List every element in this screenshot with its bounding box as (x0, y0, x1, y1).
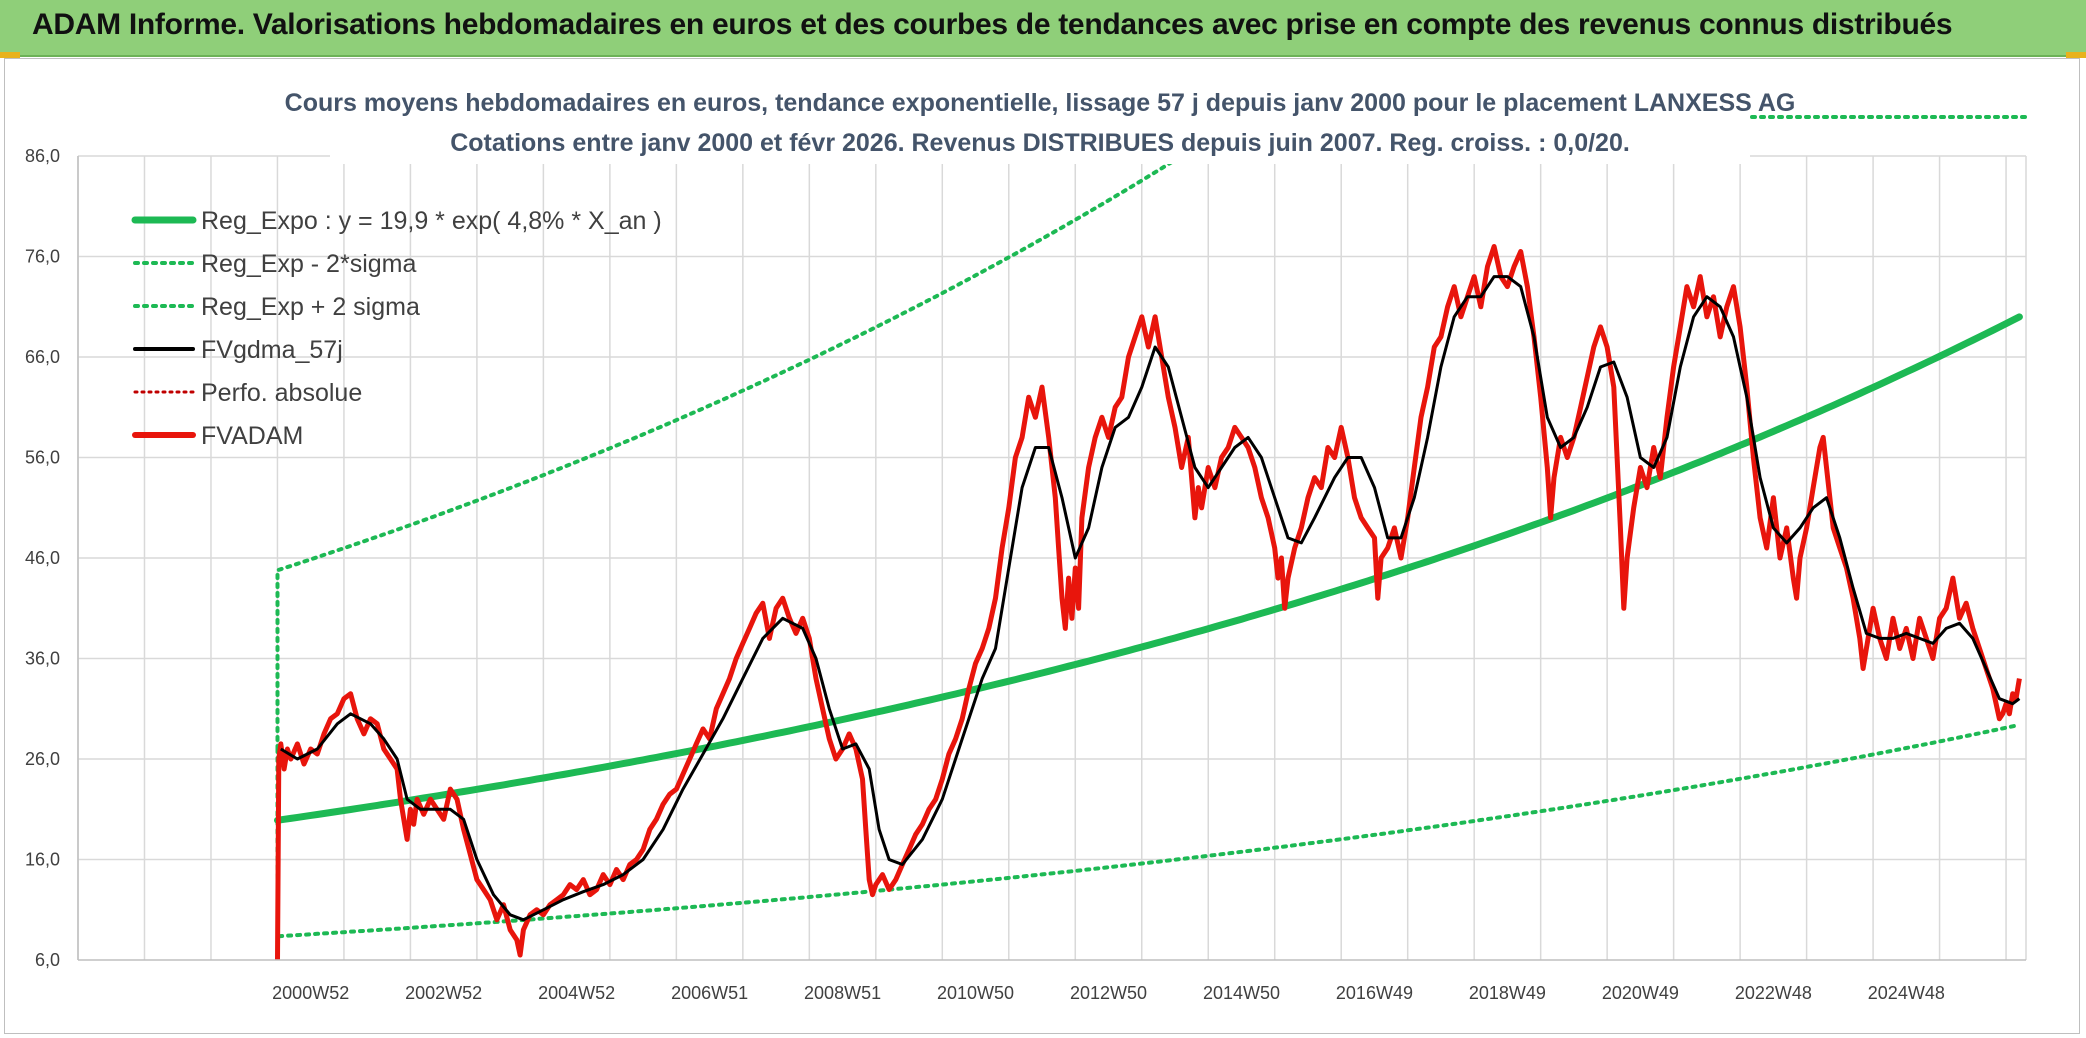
x-tick-label: 2000W52 (272, 983, 349, 1003)
legend-label: FVADAM (201, 422, 303, 450)
chart-frame (4, 58, 2080, 1034)
x-tick-label: 2020W49 (1602, 983, 1679, 1003)
series-fvadam (275, 244, 2022, 960)
legend-label: Perfo. absolue (201, 379, 362, 407)
grid (77, 155, 2027, 960)
x-tick-label: 2014W50 (1203, 983, 1280, 1003)
x-tick-label: 2010W50 (937, 983, 1014, 1003)
legend-label: Reg_Expo : y = 19,9 * exp( 4,8% * X_an ) (201, 207, 662, 235)
x-tick-label: 2008W51 (804, 983, 881, 1003)
x-tick-label: 2004W52 (538, 983, 615, 1003)
y-tick-label: 66,0 (25, 347, 60, 367)
y-tick-label: 26,0 (25, 749, 60, 769)
series-reg-upper (275, 96, 1279, 751)
chart-title-line2: Cotations entre janv 2000 et févr 2026. … (450, 129, 1630, 157)
y-tick-label: 36,0 (25, 649, 60, 669)
y-tick-label: 76,0 (25, 247, 60, 267)
chart-title-block: Cours moyens hebdomadaires en euros, ten… (285, 84, 1796, 164)
series-reg-lower (275, 722, 2022, 939)
y-tick-label: 56,0 (25, 448, 60, 468)
x-tick-label: 2002W52 (405, 983, 482, 1003)
x-tick-label: 2012W50 (1070, 983, 1147, 1003)
y-tick-label: 86,0 (25, 146, 60, 166)
chart-title-line1: Cours moyens hebdomadaires en euros, ten… (285, 89, 1796, 117)
series-reg-expo (274, 313, 2023, 824)
legend-label: FVgdma_57j (201, 336, 343, 364)
x-tick-label: 2006W51 (671, 983, 748, 1003)
y-tick-label: 6,0 (35, 950, 60, 970)
y-tick-label: 16,0 (25, 850, 60, 870)
x-tick-label: 2018W49 (1469, 983, 1546, 1003)
legend-label: Reg_Exp + 2 sigma (201, 293, 420, 321)
x-tick-label: 2024W48 (1868, 983, 1945, 1003)
corner-marker-right (2066, 52, 2086, 58)
axes: 6,0 16,0 26,0 36,0 46,0 56,0 66,0 76,0 86,0 2000W… (25, 146, 2026, 1003)
legend-label: Reg_Exp - 2*sigma (201, 250, 416, 278)
header-banner: ADAM Informe. Valorisations hebdomadaire… (0, 0, 2086, 57)
x-tick-label: 2022W48 (1735, 983, 1812, 1003)
page-title: ADAM Informe. Valorisations hebdomadaire… (32, 8, 1953, 41)
y-tick-label: 46,0 (25, 548, 60, 568)
title-background (330, 84, 1750, 164)
corner-marker-left (0, 52, 20, 58)
legend: Reg_Expo : y = 19,9 * exp( 4,8% * X_an )… (131, 207, 662, 450)
series-layer (274, 96, 2028, 960)
series-group (274, 96, 2023, 960)
x-tick-label: 2016W49 (1336, 983, 1413, 1003)
series-fvgdma-57j (280, 275, 2021, 922)
